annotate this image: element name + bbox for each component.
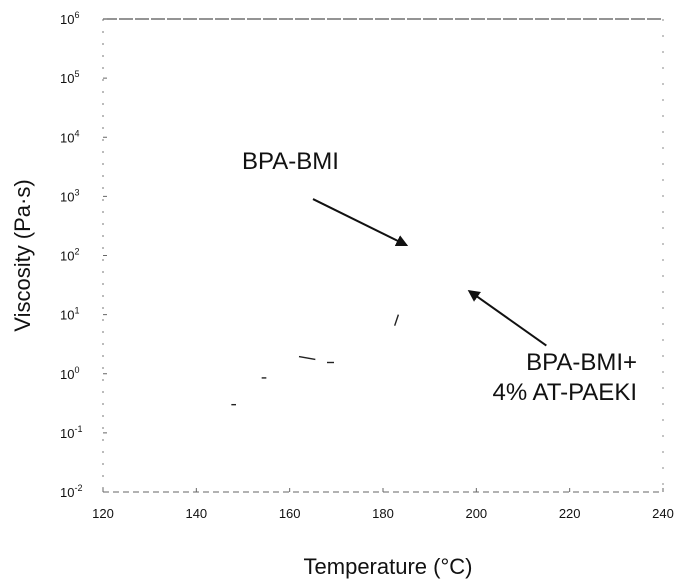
x-tick-label: 180: [372, 506, 394, 521]
y-tick-label: 104: [60, 128, 79, 145]
y-tick-label: 10-2: [60, 483, 82, 500]
annotation-arrow: [467, 289, 547, 347]
series-segment: [298, 355, 316, 361]
x-tick-label: 220: [559, 506, 581, 521]
y-tick-label: 103: [60, 187, 79, 204]
data-series: [231, 314, 400, 406]
plot-frame: [102, 18, 664, 493]
y-tick-label: 100: [60, 365, 79, 382]
annotations: BPA-BMI BPA-BMI+ 4% AT-PAEKI: [242, 148, 637, 406]
series-segment: [394, 314, 400, 326]
y-tick-label: 102: [60, 247, 79, 264]
annotation-label: BPA-BMI: [242, 148, 339, 175]
x-axis-title: Temperature (°C): [304, 554, 473, 579]
y-tick-label: 106: [60, 10, 79, 27]
y-tick-label: 105: [60, 69, 79, 86]
annotation-label: BPA-BMI+ 4% AT-PAEKI: [492, 349, 637, 406]
y-axis-title: Viscosity (Pa·s): [10, 179, 35, 331]
x-tick-label: 240: [652, 506, 674, 521]
x-tick-label: 140: [185, 506, 207, 521]
x-tick-label: 120: [92, 506, 114, 521]
annotation-arrow: [312, 198, 409, 247]
y-tick-label: 101: [60, 306, 79, 323]
x-tick-label: 200: [465, 506, 487, 521]
x-tick-label: 160: [279, 506, 301, 521]
axis-ticks: 120 140 160 180 200 220 240 10-2 10-1 100 101 102 10…: [60, 10, 674, 521]
y-tick-label: 10-1: [60, 424, 82, 441]
